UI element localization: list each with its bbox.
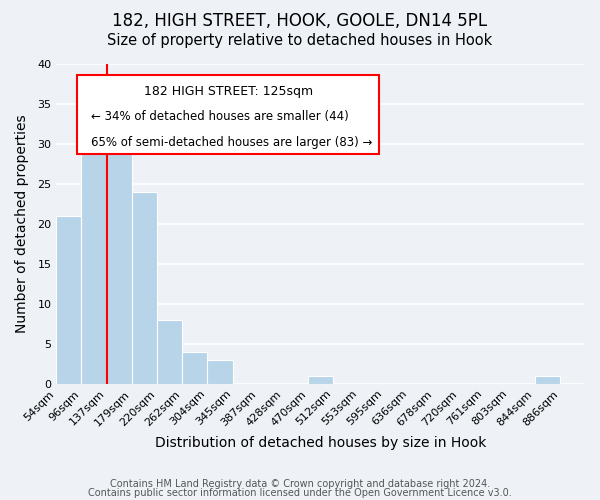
FancyBboxPatch shape bbox=[77, 75, 379, 154]
X-axis label: Distribution of detached houses by size in Hook: Distribution of detached houses by size … bbox=[155, 436, 487, 450]
Text: Contains public sector information licensed under the Open Government Licence v3: Contains public sector information licen… bbox=[88, 488, 512, 498]
Bar bbox=[132, 192, 157, 384]
Bar bbox=[208, 360, 233, 384]
Y-axis label: Number of detached properties: Number of detached properties bbox=[15, 114, 29, 333]
Text: Size of property relative to detached houses in Hook: Size of property relative to detached ho… bbox=[107, 32, 493, 48]
Bar bbox=[182, 352, 208, 384]
Text: 65% of semi-detached houses are larger (83) →: 65% of semi-detached houses are larger (… bbox=[91, 136, 372, 149]
Text: ← 34% of detached houses are smaller (44): ← 34% of detached houses are smaller (44… bbox=[91, 110, 349, 124]
Bar bbox=[107, 120, 132, 384]
Bar bbox=[308, 376, 333, 384]
Bar bbox=[56, 216, 82, 384]
Text: 182, HIGH STREET, HOOK, GOOLE, DN14 5PL: 182, HIGH STREET, HOOK, GOOLE, DN14 5PL bbox=[112, 12, 488, 30]
Bar bbox=[157, 320, 182, 384]
Text: Contains HM Land Registry data © Crown copyright and database right 2024.: Contains HM Land Registry data © Crown c… bbox=[110, 479, 490, 489]
Text: 182 HIGH STREET: 125sqm: 182 HIGH STREET: 125sqm bbox=[143, 85, 313, 98]
Bar bbox=[82, 120, 107, 384]
Bar bbox=[535, 376, 560, 384]
